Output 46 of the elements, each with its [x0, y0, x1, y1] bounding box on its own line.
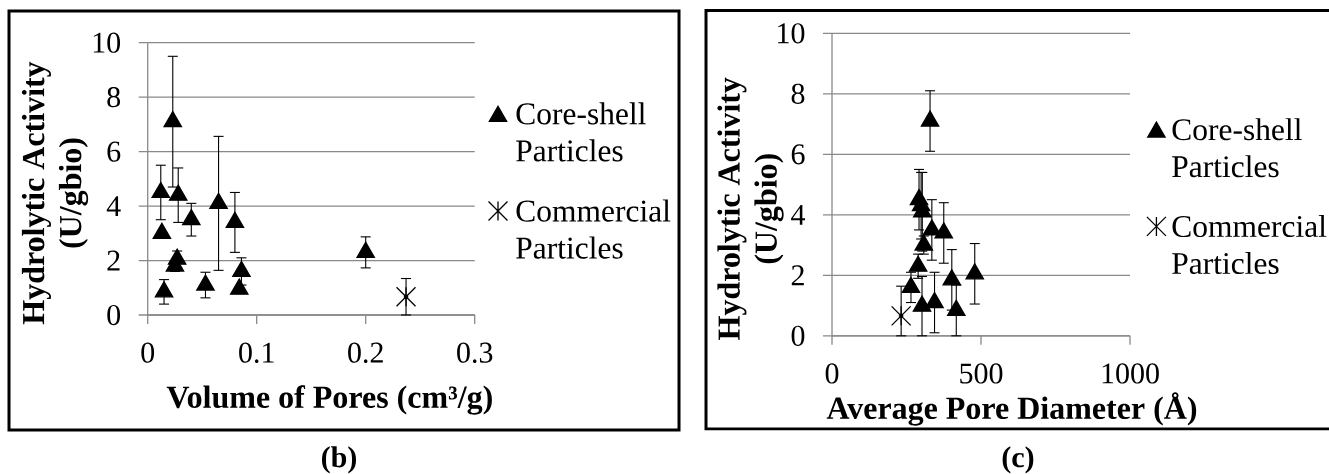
point	[942, 269, 962, 286]
y-tick-label: 8	[107, 87, 121, 108]
y-tick-label: 6	[791, 144, 805, 165]
y-tick-label: 10	[93, 32, 121, 53]
point	[912, 295, 932, 312]
point	[920, 110, 940, 127]
x-tick-label: 0	[141, 342, 155, 363]
y-axis-title: Hydrolytic Activity (U/gbio)	[21, 61, 89, 325]
y-axis-title: Hydrolytic Activity (U/gbio)	[717, 77, 784, 340]
y-tick-label: 6	[107, 141, 121, 162]
y-tick-label: 4	[106, 196, 121, 216]
x-tick-label: 0.2	[348, 342, 383, 363]
text: (c)	[1002, 446, 1034, 474]
y-tick-label: 10	[778, 23, 805, 44]
y-tick-label: 4	[791, 204, 806, 225]
point	[181, 209, 201, 226]
x-tick-label: 0.3	[457, 342, 493, 363]
point	[151, 181, 171, 199]
y-tick-label: 8	[791, 83, 805, 104]
point	[209, 192, 228, 210]
point	[922, 219, 942, 236]
point	[152, 222, 172, 239]
legend-label: Core-shell Particles	[516, 102, 646, 162]
y-tick-label: 2	[791, 265, 804, 286]
point	[965, 263, 985, 280]
legend-label: Commercial Particles	[516, 199, 671, 259]
x-tick-label: 1000	[1102, 363, 1159, 384]
x-tick-label: 500	[960, 363, 1003, 384]
text: (b)	[321, 446, 357, 474]
point	[229, 278, 249, 295]
point	[356, 241, 376, 259]
point	[163, 111, 183, 128]
legend-label: Commercial Particles	[1172, 214, 1327, 275]
point	[225, 211, 245, 229]
legend-label: Core-shell Particles	[1172, 118, 1302, 178]
point	[168, 184, 188, 201]
x-tick-label: 0	[825, 363, 839, 384]
x-axis-title: Volume of Pores (cm³/g)	[166, 385, 492, 415]
y-tick-label: 0	[107, 304, 121, 326]
x-axis-title: Average Pore Diameter (Å)	[826, 392, 1197, 426]
y-tick-label: 0	[791, 325, 805, 346]
point	[914, 234, 934, 251]
point	[925, 291, 944, 309]
x-tick-label: 0.1	[239, 342, 274, 363]
point	[934, 222, 954, 239]
y-tick-label: 2	[107, 250, 120, 271]
